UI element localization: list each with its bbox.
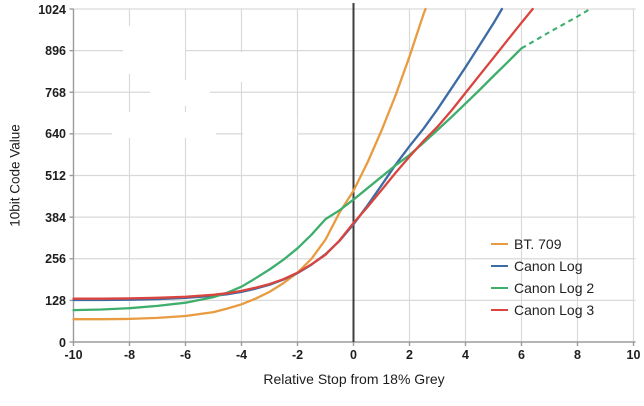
x-tick-label: -8	[123, 348, 136, 362]
x-tick-label: 4	[462, 348, 469, 362]
x-tick-label: 6	[518, 348, 525, 362]
canon-log-line-swatch	[491, 265, 508, 267]
x-axis-title: Relative Stop from 18% Grey	[263, 371, 445, 387]
x-tick-label: -2	[291, 348, 304, 362]
x-tick-label: -4	[235, 348, 248, 362]
legend-item-canon-log: Canon Log	[491, 255, 594, 277]
canon-log-3-line-swatch	[491, 309, 508, 311]
y-tick-label: 768	[45, 85, 66, 100]
y-tick-label: 256	[45, 252, 66, 267]
y-tick-label: 1024	[38, 2, 66, 17]
canon-log-2-line-swatch	[491, 287, 508, 289]
x-tick-label: -10	[64, 348, 83, 362]
legend-item-bt709: BT. 709	[491, 233, 594, 255]
x-tick-label: 10	[626, 348, 641, 362]
y-tick-label: 0	[59, 335, 66, 350]
x-tick-label: 0	[350, 348, 357, 362]
y-tick-label: 384	[45, 210, 66, 225]
y-tick-label: 640	[45, 127, 66, 142]
legend-item-canon-log-3: Canon Log 3	[491, 299, 594, 321]
legend-label-canon-log-2: Canon Log 2	[514, 280, 595, 296]
y-tick-label: 512	[45, 169, 66, 183]
legend-label-canon-log: Canon Log	[514, 258, 583, 274]
legend: BT. 709 Canon Log Canon Log 2 Canon Log …	[491, 233, 594, 321]
bt709-line-swatch	[491, 243, 508, 245]
x-tick-label: 2	[406, 348, 413, 362]
legend-label-bt709: BT. 709	[514, 236, 562, 252]
x-tick-label: -6	[179, 348, 192, 362]
legend-label-canon-log-3: Canon Log 3	[514, 302, 595, 318]
y-tick-label: 128	[45, 293, 66, 308]
y-tick-label: 896	[45, 44, 66, 59]
legend-item-canon-log-2: Canon Log 2	[491, 277, 594, 299]
x-tick-label: 8	[574, 348, 581, 362]
